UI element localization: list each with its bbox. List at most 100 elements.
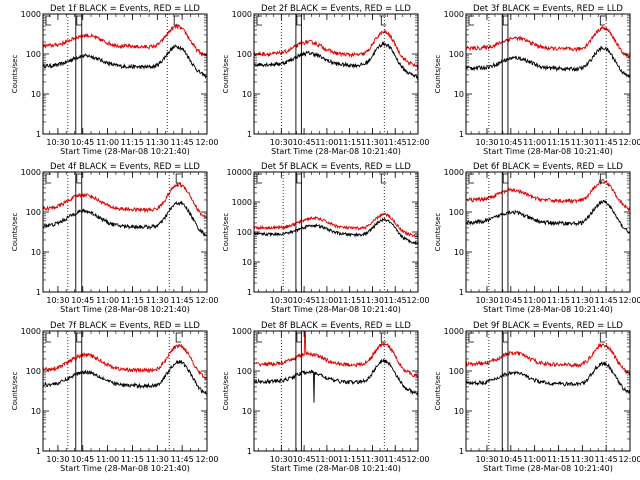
det5-ytick-label: 1	[247, 288, 252, 297]
det3-plot-frame	[465, 13, 631, 135]
det6-xtick-label: 11:00	[523, 296, 546, 305]
det7-xtick-label: 12:00	[195, 455, 218, 464]
det8-xtick-label: 11:00	[315, 455, 338, 464]
det5-xtick-label: 10:45	[293, 296, 316, 305]
det6-panel: 1 10 100 1000 10:30 10:45 11:00 11:15 11:30 11:45…	[434, 162, 640, 314]
det1-xtick-label: 11:45	[171, 138, 194, 147]
det1-ytick-label: 1	[36, 130, 41, 139]
det8-xtick-label: 11:15	[338, 455, 361, 464]
det9-ytick-label: 1000	[444, 327, 464, 336]
det9-xtick-label: 10:45	[499, 455, 522, 464]
det2-ytick-label: 10	[242, 90, 252, 99]
det6-xlabel: Start Time (28-Mar-08 10:21:40)	[483, 305, 613, 314]
det4-bracket-mark-3	[175, 173, 182, 184]
det5-ytick-label: 100	[237, 228, 252, 237]
det6-xtick-label: 10:30	[475, 296, 498, 305]
det6-plot-frame	[465, 171, 631, 293]
det7-xtick-label: 11:45	[171, 455, 194, 464]
det7-xtick-label: 11:15	[121, 455, 144, 464]
det9-xtick-label: 11:45	[595, 455, 618, 464]
det4-xtick-label: 11:00	[96, 296, 119, 305]
det8-bracket-mark-2	[296, 332, 302, 343]
det3-xtick-label: 11:45	[595, 138, 618, 147]
det8-events-series	[253, 358, 419, 403]
det3-ytick-label: 100	[449, 50, 464, 59]
det7-ytick-label: 10	[31, 407, 41, 416]
det6-xtick-label: 11:45	[595, 296, 618, 305]
det6-ytick-label: 10	[454, 248, 464, 257]
det1-panel: 1 10 100 1000 10:30 10:45 11:00 11:15 11:30 11:45…	[11, 4, 219, 156]
det6-ytick-label: 100	[449, 208, 464, 217]
det8-xtick-label: 10:45	[293, 455, 316, 464]
det4-plot-frame	[42, 171, 208, 293]
det3-xtick-label: 12:00	[618, 138, 640, 147]
det5-bracket-mark-3	[380, 173, 387, 184]
det4-xtick-label: 12:00	[195, 296, 218, 305]
det2-xtick-label: 11:45	[384, 138, 407, 147]
det6-xtick-label: 12:00	[618, 296, 640, 305]
det4-bracket-mark-1	[45, 173, 51, 184]
det4-xtick-label: 11:45	[171, 296, 194, 305]
det3-panel: 1 10 100 1000 10:30 10:45 11:00 11:15 11:30 11:45…	[434, 4, 640, 156]
det7-xtick-label: 10:30	[46, 455, 69, 464]
det2-bracket-mark-3	[380, 15, 387, 26]
det5-xtick-label: 12:00	[406, 296, 429, 305]
det1-ytick-label: 10	[31, 90, 41, 99]
det8-bracket-mark-1	[256, 332, 262, 343]
det3-bracket-mark-3	[599, 15, 606, 26]
det3-xlabel: Start Time (28-Mar-08 10:21:40)	[483, 147, 613, 156]
det9-plot-frame	[465, 330, 631, 452]
det9-lld-series	[465, 342, 631, 376]
det3-xtick-label: 10:45	[499, 138, 522, 147]
det2-xlabel: Start Time (28-Mar-08 10:21:40)	[271, 147, 401, 156]
det9-xtick-label: 10:30	[475, 455, 498, 464]
det9-xtick-label: 11:30	[571, 455, 594, 464]
det6-xtick-label: 11:15	[547, 296, 570, 305]
det1-xlabel: Start Time (28-Mar-08 10:21:40)	[60, 147, 190, 156]
det6-ytick-label: 1	[459, 288, 464, 297]
det6-events-series	[465, 199, 631, 235]
det9-ytick-label: 1	[459, 447, 464, 456]
det1-xtick-label: 11:30	[146, 138, 169, 147]
det9-xtick-label: 11:15	[547, 455, 570, 464]
det6-bracket-mark-3	[599, 173, 606, 184]
det4-ytick-label: 10	[31, 248, 41, 257]
det2-panel: 1 10 100 1000 10:30 10:45 11:00 11:15 11:30 11:45…	[222, 4, 430, 156]
det8-ytick-label: 10	[242, 407, 252, 416]
det5-xtick-label: 11:15	[338, 296, 361, 305]
det7-events-series	[42, 359, 208, 396]
det3-ytick-label: 10	[454, 90, 464, 99]
det1-xtick-label: 11:00	[96, 138, 119, 147]
det2-ytick-label: 1000	[232, 10, 252, 19]
det3-lld-series	[465, 25, 631, 59]
det3-ytick-label: 1	[459, 130, 464, 139]
det1-events-series	[42, 43, 208, 79]
det2-xtick-label: 12:00	[406, 138, 429, 147]
det2-xtick-label: 10:30	[270, 138, 293, 147]
det3-xtick-label: 10:30	[475, 138, 498, 147]
det1-xtick-label: 10:45	[71, 138, 94, 147]
det5-xtick-label: 11:45	[384, 296, 407, 305]
det9-bracket-mark-2	[502, 332, 509, 343]
det7-bracket-mark-1	[45, 332, 51, 343]
det5-xlabel: Start Time (28-Mar-08 10:21:40)	[271, 305, 401, 314]
det7-ytick-label: 100	[26, 367, 41, 376]
det4-bracket-mark-2	[76, 173, 82, 184]
det5-ytick-label: 10000	[227, 168, 252, 177]
det6-bracket-mark-2	[502, 173, 509, 184]
det7-lld-series	[42, 343, 208, 380]
det8-ytick-label: 1	[247, 447, 252, 456]
det2-events-series	[253, 41, 419, 80]
det7-plot-frame	[42, 330, 208, 452]
det8-ylabel: Counts/sec	[222, 372, 230, 411]
det1-title: Det 1f BLACK = Events, RED = LLD	[50, 4, 200, 14]
det9-ylabel: Counts/sec	[434, 372, 442, 411]
det1-bracket-mark-3	[173, 15, 180, 26]
det1-bracket-mark-2	[76, 15, 82, 26]
det4-ytick-label: 1000	[21, 168, 41, 177]
det4-xtick-label: 10:30	[46, 296, 69, 305]
det2-bracket-mark-2	[296, 15, 302, 26]
det9-title: Det 9f BLACK = Events, RED = LLD	[473, 321, 623, 331]
det4-xtick-label: 11:15	[121, 296, 144, 305]
